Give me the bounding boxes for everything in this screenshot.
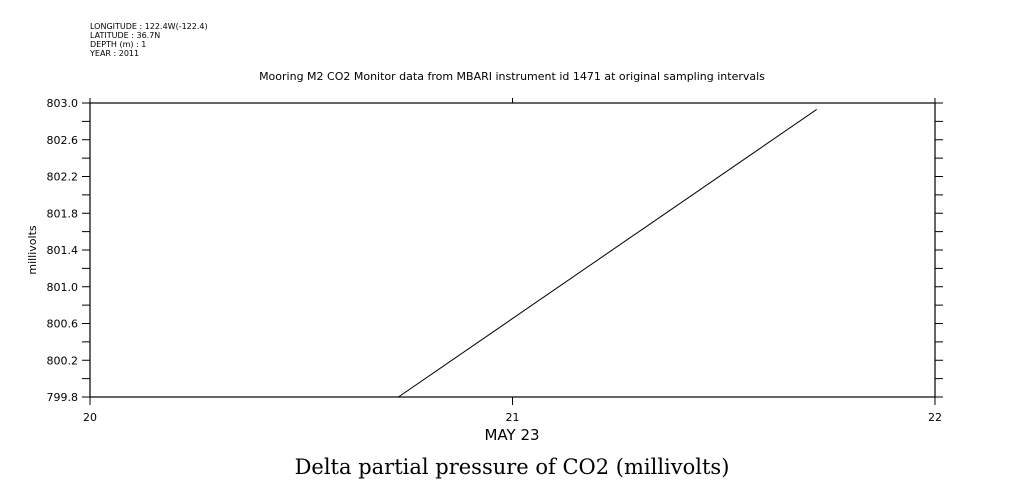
x-tick-label: 22 xyxy=(928,411,942,424)
y-tick-label: 801.4 xyxy=(47,244,79,257)
y-tick-label: 801.8 xyxy=(47,207,79,220)
y-tick-label: 803.0 xyxy=(47,97,79,110)
depth-label: DEPTH (m) : 1 xyxy=(90,40,147,49)
y-axis-label: millivolts xyxy=(26,225,39,275)
y-tick-label: 802.2 xyxy=(47,171,79,184)
x-axis-label: MAY 23 xyxy=(484,426,539,444)
chart-title: Mooring M2 CO2 Monitor data from MBARI i… xyxy=(259,70,765,83)
y-tick-label: 802.6 xyxy=(47,134,79,147)
y-tick-label: 801.0 xyxy=(47,281,79,294)
x-tick-label: 21 xyxy=(506,411,520,424)
chart-caption: Delta partial pressure of CO2 (millivolt… xyxy=(295,455,730,479)
y-tick-label: 800.2 xyxy=(47,354,79,367)
plot-frame xyxy=(89,102,936,398)
y-tick-label: 800.6 xyxy=(47,318,79,331)
latitude-label: LATITUDE : 36.7N xyxy=(90,31,161,40)
year-label: YEAR : 2011 xyxy=(90,49,140,58)
data-line xyxy=(398,109,817,398)
y-tick-label: 799.8 xyxy=(47,391,79,404)
x-tick-label: 20 xyxy=(83,411,97,424)
longitude-label: LONGITUDE : 122.4W(-122.4) xyxy=(90,22,208,31)
